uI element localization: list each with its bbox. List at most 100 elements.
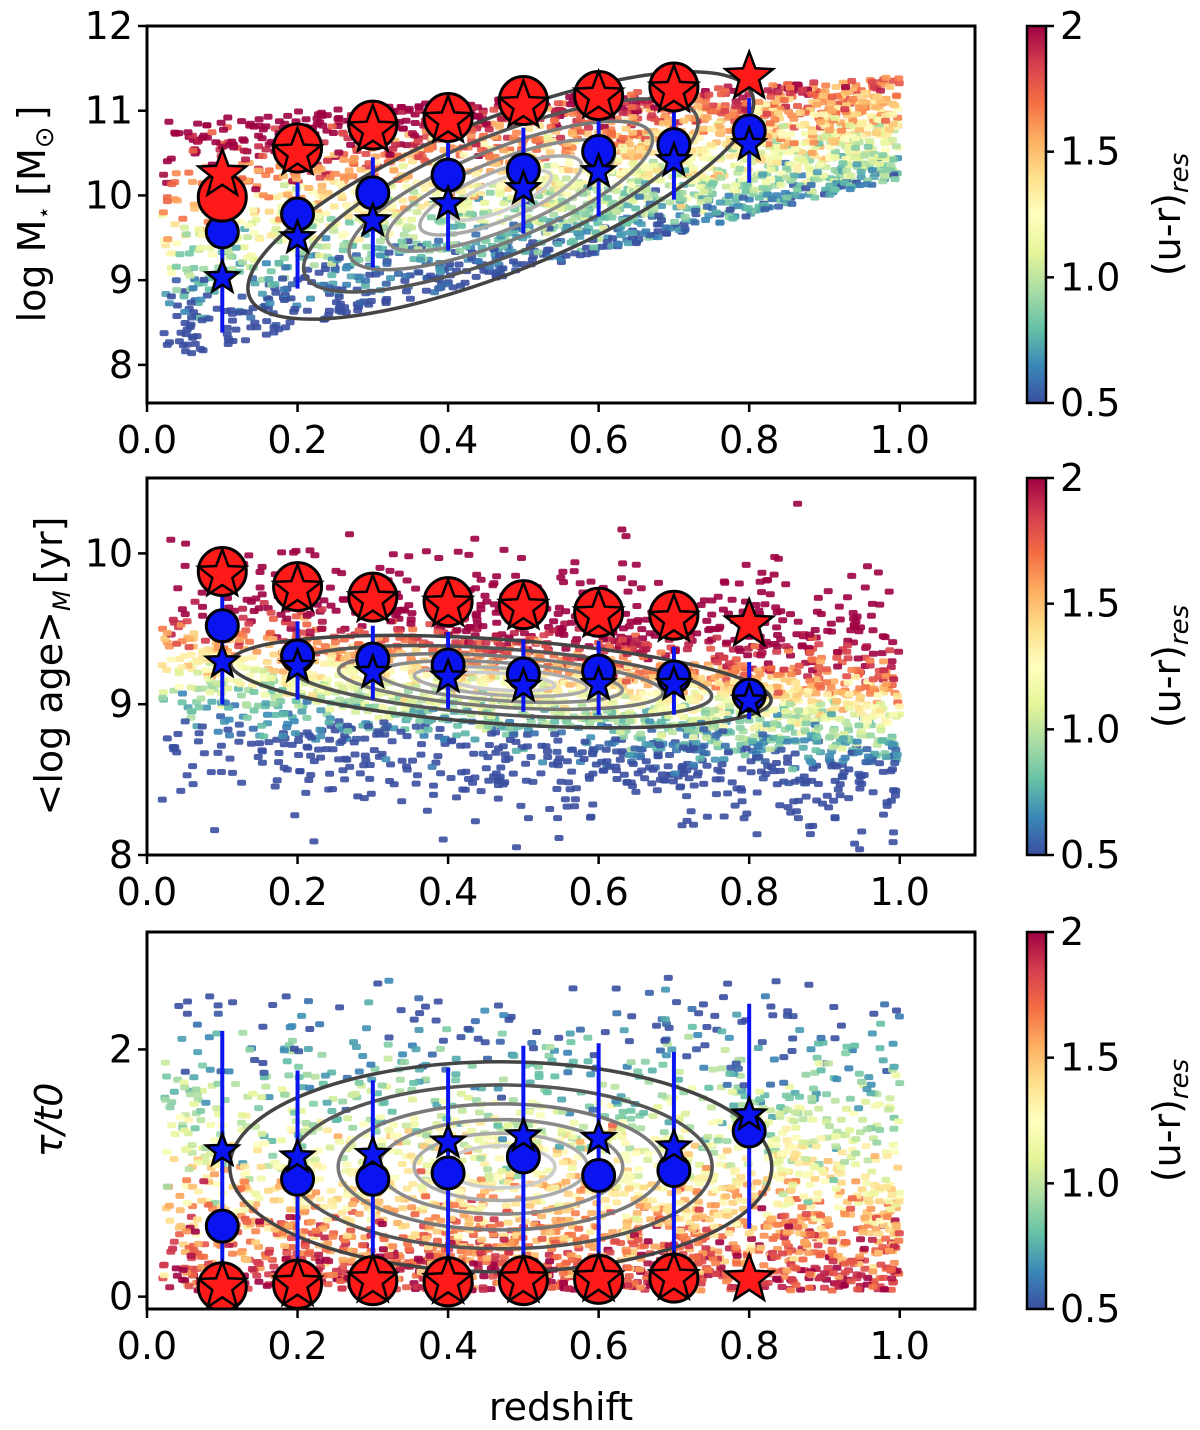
hexbin-cell bbox=[461, 742, 471, 749]
red-star-point bbox=[646, 61, 702, 114]
hexbin-cell bbox=[470, 535, 480, 542]
hexbin-cell bbox=[421, 548, 431, 555]
hexbin-cell bbox=[776, 746, 786, 753]
hexbin-cell bbox=[404, 602, 414, 609]
hexbin-cell bbox=[824, 804, 834, 811]
hexbin-cell bbox=[197, 317, 207, 324]
hexbin-cell bbox=[251, 186, 261, 193]
hexbin-cell bbox=[675, 784, 685, 791]
hexbin-cell bbox=[412, 209, 422, 216]
hexbin-cell bbox=[241, 665, 251, 671]
hexbin-cell bbox=[196, 244, 206, 251]
hexbin-cell bbox=[394, 270, 403, 277]
hexbin-cell bbox=[159, 689, 168, 696]
hexbin-cell bbox=[567, 619, 576, 626]
hexbin-cell bbox=[866, 612, 876, 619]
blue-star-point bbox=[579, 151, 619, 189]
hexbin-cell bbox=[278, 275, 288, 282]
hexbin-cell bbox=[863, 143, 873, 150]
hexbin-cell bbox=[559, 631, 569, 638]
hexbin-cell bbox=[865, 690, 875, 697]
hexbin-cell bbox=[248, 654, 258, 661]
y-tick-label: 9 bbox=[109, 258, 133, 302]
hexbin-cell bbox=[375, 564, 385, 571]
x-tick-label: 0.4 bbox=[418, 418, 478, 462]
hexbin-cell bbox=[860, 584, 870, 591]
hexbin-cell bbox=[564, 160, 574, 167]
hexbin-cell bbox=[391, 612, 401, 618]
hexbin-cell bbox=[775, 802, 785, 809]
hexbin-cell bbox=[758, 171, 768, 178]
hexbin-cell bbox=[752, 831, 762, 838]
hexbin-cell bbox=[878, 737, 888, 744]
hexbin-cell bbox=[349, 739, 359, 746]
blue-star-point bbox=[654, 140, 694, 178]
hexbin-cell bbox=[422, 240, 432, 247]
hexbin-cell bbox=[855, 126, 864, 133]
hexbin-cell bbox=[187, 314, 197, 321]
hexbin-cell bbox=[264, 208, 274, 215]
hexbin-cell bbox=[182, 326, 192, 333]
hexbin-cell bbox=[645, 232, 655, 239]
hexbin-cell bbox=[696, 674, 706, 681]
hexbin-cell bbox=[682, 646, 692, 653]
hexbin-cell bbox=[257, 747, 267, 754]
hexbin-cell bbox=[465, 210, 475, 217]
hexbin-cell bbox=[788, 766, 798, 773]
hexbin-cell bbox=[552, 748, 562, 755]
hexbin-cell bbox=[782, 148, 792, 155]
hexbin-cell bbox=[398, 197, 408, 204]
hexbin-cell bbox=[172, 240, 182, 247]
hexbin-cell bbox=[279, 297, 289, 303]
hexbin-cell bbox=[890, 792, 900, 799]
hexbin-cell bbox=[512, 844, 521, 851]
hexbin-cell bbox=[255, 740, 264, 747]
hexbin-cell bbox=[502, 731, 511, 738]
hexbin-cell bbox=[259, 600, 269, 606]
hexbin-cell bbox=[355, 770, 365, 777]
hexbin-cell bbox=[198, 603, 207, 610]
hexbin-cell bbox=[642, 187, 652, 194]
hexbin-cell bbox=[754, 99, 764, 105]
hexbin-cell bbox=[682, 793, 692, 800]
hexbin-cell bbox=[821, 666, 831, 673]
hexbin-cell bbox=[398, 125, 408, 132]
hexbin-cell bbox=[832, 698, 841, 704]
hexbin-cell bbox=[401, 273, 411, 280]
hexbin-cell bbox=[567, 204, 577, 211]
hexbin-cell bbox=[562, 758, 572, 765]
hexbin-cell bbox=[360, 735, 370, 742]
hexbin-cell bbox=[543, 133, 553, 140]
hexbin-cell bbox=[701, 104, 711, 111]
hexbin-cell bbox=[325, 706, 335, 713]
hexbin-cell bbox=[187, 708, 197, 715]
hexbin-cell bbox=[751, 602, 761, 608]
hexbin-cell bbox=[763, 191, 773, 198]
hexbin-cell bbox=[875, 760, 884, 767]
hexbin-cell bbox=[582, 251, 592, 258]
hexbin-cell bbox=[174, 683, 184, 690]
hexbin-cell bbox=[410, 132, 419, 139]
hexbin-cell bbox=[340, 776, 350, 783]
hexbin-cell bbox=[656, 177, 666, 184]
hexbin-cell bbox=[810, 194, 820, 201]
hexbin-cell bbox=[257, 290, 267, 297]
hexbin-cell bbox=[809, 139, 819, 146]
hexbin-cell bbox=[809, 708, 819, 714]
hexbin-cell bbox=[294, 752, 304, 758]
hexbin-cell bbox=[397, 798, 407, 805]
hexbin-cell bbox=[302, 714, 312, 721]
hexbin-cell bbox=[613, 156, 623, 163]
hexbin-cell bbox=[790, 737, 800, 744]
hexbin-cell bbox=[851, 673, 860, 680]
hexbin-cell bbox=[768, 82, 778, 89]
hexbin-cell bbox=[193, 669, 203, 676]
hexbin-cell bbox=[757, 569, 767, 576]
hexbin-cell bbox=[562, 803, 572, 810]
hexbin-cell bbox=[259, 667, 269, 674]
hexbin-cell bbox=[618, 135, 628, 141]
hexbin-cell bbox=[254, 116, 264, 123]
hexbin-cell bbox=[334, 718, 344, 725]
hexbin-cell bbox=[259, 733, 269, 740]
hexbin-cell bbox=[313, 212, 322, 219]
